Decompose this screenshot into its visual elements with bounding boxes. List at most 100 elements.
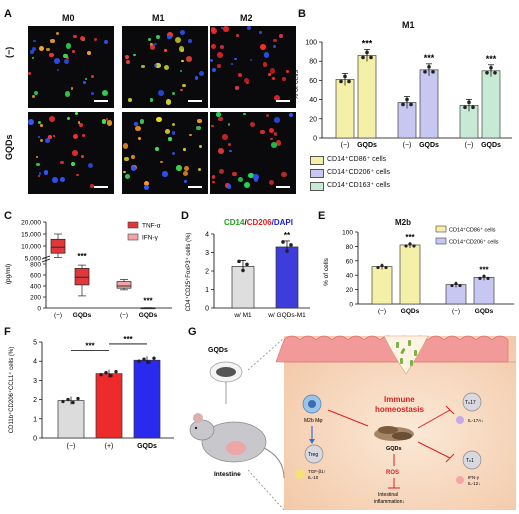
cell-dot — [183, 166, 189, 172]
y-tick-label: 200 — [30, 295, 41, 302]
y-tick-label: 2 — [205, 269, 209, 276]
data-point — [66, 397, 70, 402]
cell-dot — [77, 120, 81, 124]
cell-dot — [171, 122, 175, 126]
cell-dot — [281, 171, 287, 178]
data-point — [478, 276, 482, 280]
cell-dot — [222, 133, 228, 140]
legend-b-cd206-swatch — [310, 169, 324, 178]
panel-label-e: E — [318, 210, 326, 222]
col-header-m2: M2 — [240, 13, 253, 23]
cell-dot — [28, 119, 35, 125]
cell-dot — [154, 63, 158, 67]
data-point — [405, 97, 409, 102]
significance-label: *** — [486, 54, 497, 64]
cell-dot — [218, 116, 223, 122]
cell-dot — [272, 77, 276, 81]
m2b-macrophage-icon — [302, 394, 322, 414]
bar — [57, 400, 85, 439]
cell-dot — [52, 177, 59, 184]
scale-bar — [276, 186, 290, 188]
data-point — [482, 274, 486, 278]
label-il17a: IL-17A↓ — [468, 418, 484, 423]
cell-dot — [272, 44, 276, 48]
cell-dot — [182, 83, 186, 88]
legend-b-cd206: CD14⁺CD206⁺ cells — [327, 169, 391, 176]
cell-dot — [32, 95, 35, 99]
cell-dot — [165, 129, 171, 135]
cell-dot — [160, 160, 163, 164]
legend-b-cd163: CD14⁺CD163⁺ cells — [327, 182, 391, 189]
y-tick-label: 10,000 — [21, 244, 41, 251]
y-axis-label: CD4⁺CD25⁺FoxP3⁺ cells (%) — [185, 233, 192, 312]
label-tgf: TGF-β1↑ — [308, 469, 326, 474]
cell-dot — [36, 162, 40, 167]
cell-dot — [101, 119, 107, 124]
cell-dot — [212, 181, 215, 184]
cell-dot — [186, 56, 192, 63]
cell-dot — [39, 124, 43, 128]
y-tick-label: 100 — [305, 40, 317, 47]
data-point — [486, 276, 490, 280]
cell-dot — [63, 53, 68, 59]
data-point — [245, 262, 249, 267]
treg-cell-icon — [304, 444, 324, 464]
data-point — [409, 102, 413, 107]
th1-cell-icon — [462, 450, 482, 470]
cell-dot — [211, 175, 216, 180]
bar — [335, 79, 355, 139]
mouse-illustration — [189, 361, 285, 479]
x-tick-label: w/ M1 — [233, 312, 252, 319]
cell-dot — [144, 180, 149, 186]
cell-dot — [70, 162, 75, 166]
cell-dot — [180, 88, 183, 92]
data-point — [423, 70, 427, 74]
cell-dot — [38, 172, 42, 176]
cell-dot — [223, 26, 229, 32]
significance-label: *** — [362, 38, 373, 48]
cell-dot — [279, 33, 284, 38]
data-point — [339, 79, 343, 84]
panel-label-g: G — [188, 326, 197, 338]
y-tick-label: 80 — [346, 244, 354, 251]
cell-dot — [82, 80, 87, 85]
data-point — [401, 102, 405, 107]
x-tick-label: GQDs — [481, 142, 501, 149]
legend-b-cd86-swatch — [310, 156, 324, 165]
cell-dot — [38, 136, 41, 139]
cell-dot — [231, 171, 237, 177]
cell-dot — [164, 65, 170, 70]
y-tick-label: 5 — [33, 340, 37, 347]
legend-b-cd163-swatch — [310, 182, 324, 191]
data-point — [109, 373, 113, 378]
cell-dot — [133, 53, 136, 57]
cell-dot — [31, 56, 35, 59]
cell-dot — [89, 183, 94, 188]
panel-label-c: C — [4, 210, 12, 222]
cell-dot — [59, 176, 65, 182]
cell-dot — [72, 34, 77, 39]
data-point — [99, 372, 103, 377]
cell-dot — [131, 154, 135, 159]
cell-dot — [71, 50, 75, 54]
cell-dot — [80, 154, 85, 158]
y-tick-label: 4 — [33, 359, 37, 366]
axis-break — [41, 258, 51, 263]
cell-dot — [259, 44, 266, 51]
cell-dot — [155, 62, 161, 69]
cell-dot — [218, 147, 225, 154]
y-tick-label: 1 — [205, 287, 209, 294]
data-point — [489, 66, 493, 70]
row-header-control: (−) — [4, 46, 14, 58]
data-point — [241, 268, 245, 273]
significance-label: *** — [77, 252, 87, 261]
bar — [481, 70, 501, 139]
cell-dot — [226, 184, 232, 190]
y-tick-label: 40 — [346, 273, 354, 280]
data-point — [384, 265, 388, 270]
panel-b-title: M1 — [402, 20, 415, 30]
x-tick-label: GQDs — [139, 312, 158, 319]
cell-dot — [135, 125, 142, 132]
cell-dot — [91, 92, 94, 95]
